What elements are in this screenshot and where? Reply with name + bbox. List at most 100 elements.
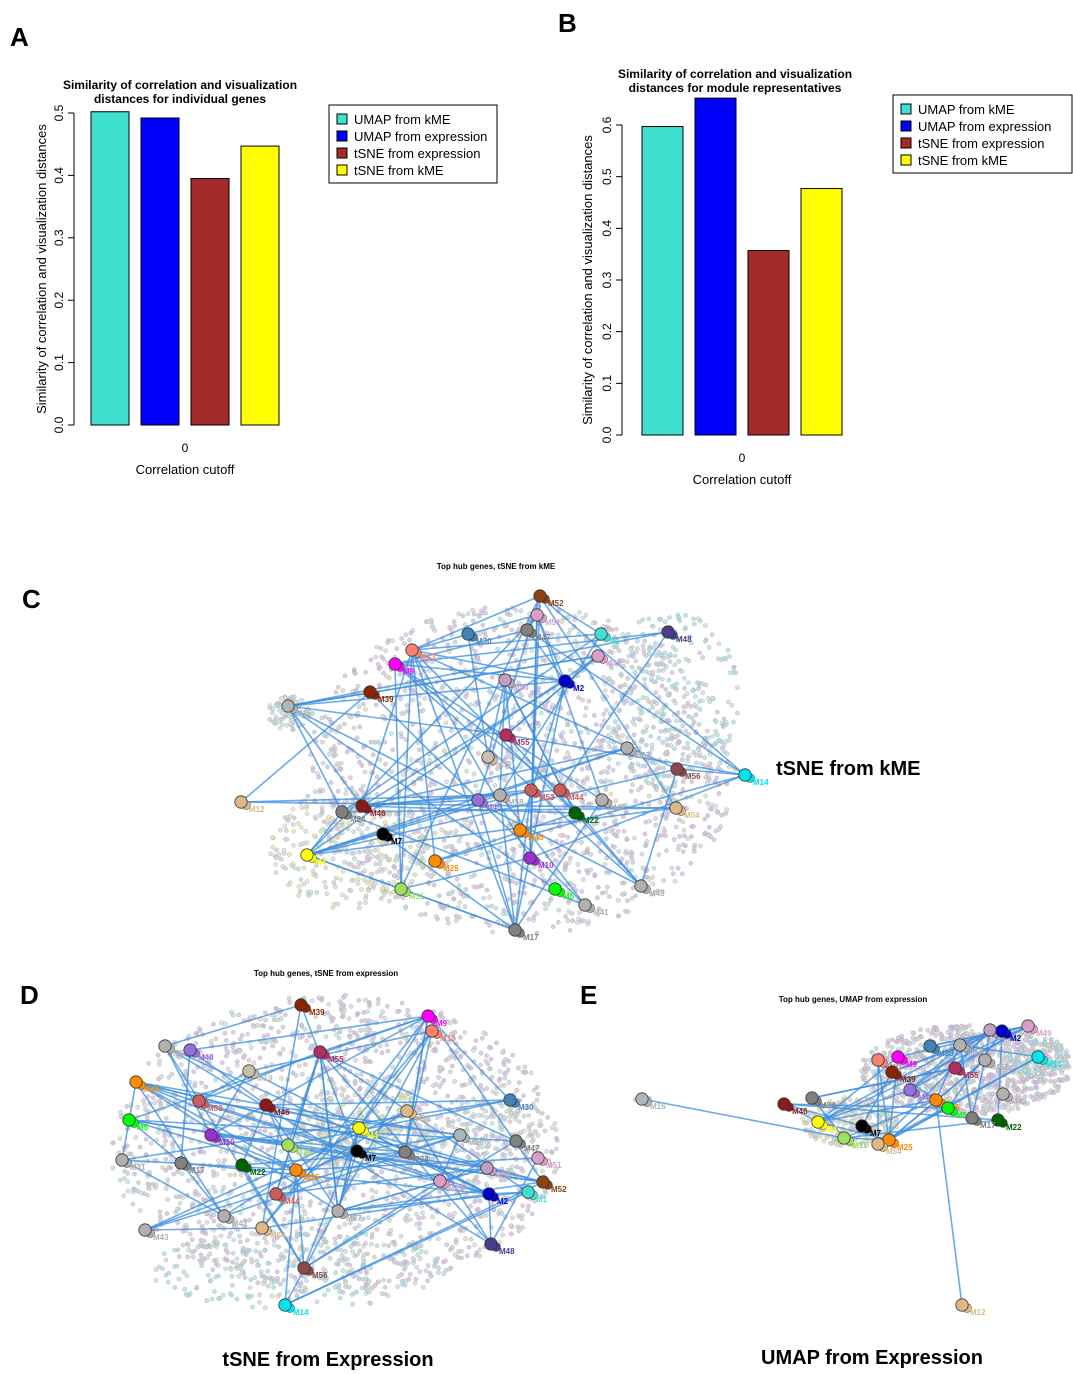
scatter-c-background-point <box>700 690 706 695</box>
scatter-c-background-point <box>468 745 474 751</box>
scatter-d-background-point <box>542 1128 548 1134</box>
scatter-d-background-point <box>255 1241 260 1246</box>
scatter-d-hub-point <box>183 1043 197 1057</box>
scatter-c-background-point <box>284 828 289 833</box>
scatter-c-hub-point <box>363 685 377 699</box>
scatter-d-background-point <box>299 1022 304 1028</box>
scatter-d-background-point <box>508 1231 514 1237</box>
scatter-c-background-point <box>598 770 604 775</box>
scatter-c-background-point <box>596 841 602 846</box>
scatter-c-hub-point <box>594 627 608 641</box>
scatter-d-hub-label: M49 <box>448 1184 464 1193</box>
scatter-c-background-point <box>327 751 332 757</box>
scatter-c-background-point <box>518 608 524 614</box>
scatter-c-background-point <box>403 632 409 638</box>
scatter-c-background-point <box>425 872 430 877</box>
scatter-c-background-point <box>561 833 566 838</box>
scatter-c-background-point <box>370 853 375 859</box>
scatter-c-background-point <box>373 861 379 867</box>
scatter-c-background-point <box>274 855 279 861</box>
scatter-d-background-point <box>415 1252 420 1258</box>
scatter-d-hub-point <box>398 1145 412 1159</box>
scatter-d-background-point <box>270 1145 275 1151</box>
scatter-c-background-point <box>463 734 469 740</box>
scatter-c-hub-point <box>591 649 605 663</box>
scatter-d-background-point <box>514 1164 520 1170</box>
scatter-d-background-point <box>475 1125 480 1131</box>
scatter-d-hub-label: M19 <box>257 1074 273 1083</box>
scatter-c-background-point <box>694 704 699 710</box>
scatter-c-background-point <box>576 916 581 922</box>
scatter-d-background-point <box>347 1028 353 1033</box>
scatter-c-background-point <box>492 697 498 702</box>
scatter-d-background-point <box>275 1090 281 1095</box>
scatter-c-background-point <box>457 915 462 920</box>
scatter-d-background-point <box>248 1277 254 1283</box>
scatter-c-background-point <box>351 829 356 834</box>
scatter-d-background-point <box>352 1226 358 1231</box>
scatter-d-background-point <box>252 1275 258 1280</box>
scatter-c-background-point <box>310 868 316 874</box>
scatter-c-background-point <box>290 861 296 866</box>
scatter-c-background-point <box>365 826 370 831</box>
scatter-c-background-point <box>642 638 647 644</box>
scatter-d-background-point <box>147 1186 152 1191</box>
scatter-d-background-point <box>499 1103 505 1109</box>
scatter-d-background-point <box>257 1204 262 1210</box>
scatter-d-background-point <box>143 1137 149 1142</box>
scatter-c-background-point <box>610 680 616 686</box>
scatter-c-background-point <box>562 755 568 761</box>
scatter-c-hub-label: M50 <box>513 683 529 692</box>
scatter-c-background-point <box>555 638 561 643</box>
scatter-d-background-point <box>477 1253 483 1259</box>
scatter-d-background-point <box>489 1121 495 1126</box>
scatter-d-background-point <box>268 1131 273 1137</box>
scatter-d-background-point <box>174 1263 180 1269</box>
scatter-d-background-point <box>232 1182 238 1187</box>
scatter-c-background-point <box>674 824 679 830</box>
scatter-c-hub-label: M53 <box>539 793 555 802</box>
chart-b-legend-swatch <box>900 120 912 132</box>
chart-a-legend-swatch <box>336 113 348 125</box>
scatter-c-background-point <box>631 716 637 722</box>
scatter-c-background-point <box>363 893 369 899</box>
chart-a-bar <box>90 111 130 426</box>
scatter-d-background-point <box>176 1276 182 1282</box>
scatter-c-background-point <box>367 884 373 889</box>
scatter-d-background-point <box>262 1235 267 1241</box>
scatter-c-background-point <box>672 878 678 884</box>
scatter-d-background-point <box>359 1285 365 1291</box>
scatter-c-background-point <box>272 719 277 724</box>
scatter-c-background-point <box>495 646 500 652</box>
scatter-c-background-point <box>677 834 682 839</box>
scatter-d-background-point <box>456 1117 461 1122</box>
scatter-c-background-point <box>625 898 630 903</box>
scatter-c-background-point <box>471 771 477 777</box>
scatter-d-background-point <box>165 1280 171 1285</box>
scatter-c-background-point <box>709 807 714 812</box>
scatter-c-background-point <box>362 769 368 775</box>
scatter-d-background-point <box>271 1279 277 1285</box>
scatter-c-background-point <box>595 820 600 826</box>
scatter-c-background-point <box>493 905 499 911</box>
scatter-d-background-point <box>355 1011 361 1016</box>
scatter-d-background-point <box>407 1206 412 1212</box>
scatter-c-background-point <box>410 697 416 703</box>
scatter-d-hub-point <box>138 1223 152 1237</box>
scatter-c-background-point <box>322 732 327 738</box>
scatter-d-hub-label: M17 <box>189 1166 205 1175</box>
scatter-d-background-point <box>166 1270 172 1276</box>
scatter-d-background-point <box>471 1112 477 1117</box>
scatter-c-background-point <box>335 901 341 907</box>
scatter-c-background-point <box>629 664 635 670</box>
scatter-c-background-point <box>348 888 354 894</box>
scatter-d-background-point <box>409 1095 414 1101</box>
scatter-c-background-point <box>422 911 428 917</box>
scatter-d-background-point <box>265 1261 271 1266</box>
scatter-d-background-point <box>446 1202 452 1207</box>
scatter-c-background-point <box>680 871 685 876</box>
scatter-c-background-point <box>565 750 570 756</box>
scatter-c-hub-label: M56 <box>685 772 701 781</box>
scatter-c-background-point <box>341 868 346 874</box>
